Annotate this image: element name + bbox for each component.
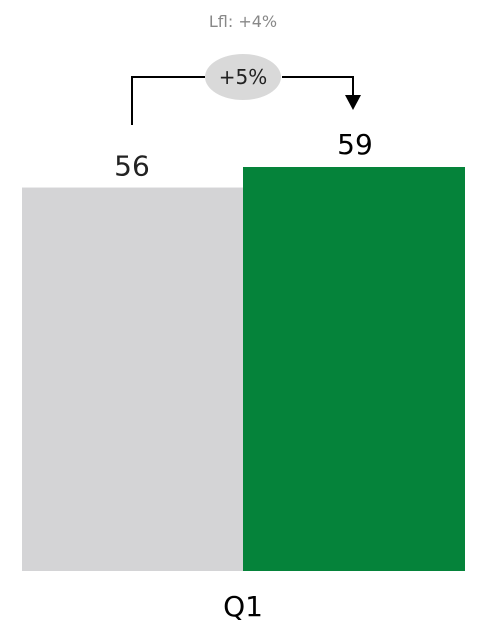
category-label: Q1	[223, 590, 263, 623]
connector-line-left	[131, 76, 205, 125]
lfl-annotation: Lfl: +4%	[209, 12, 277, 31]
bar-current	[243, 167, 465, 571]
arrow-down-icon	[345, 95, 361, 110]
bars-group	[22, 167, 465, 572]
connector-line-right	[282, 76, 354, 97]
change-badge	[205, 54, 281, 100]
value-label-previous: 56	[114, 150, 150, 183]
bar-previous	[22, 187, 243, 572]
change-connector: +5%	[131, 54, 361, 125]
value-label-current: 59	[337, 128, 373, 161]
change-percent-label: +5%	[219, 65, 268, 89]
